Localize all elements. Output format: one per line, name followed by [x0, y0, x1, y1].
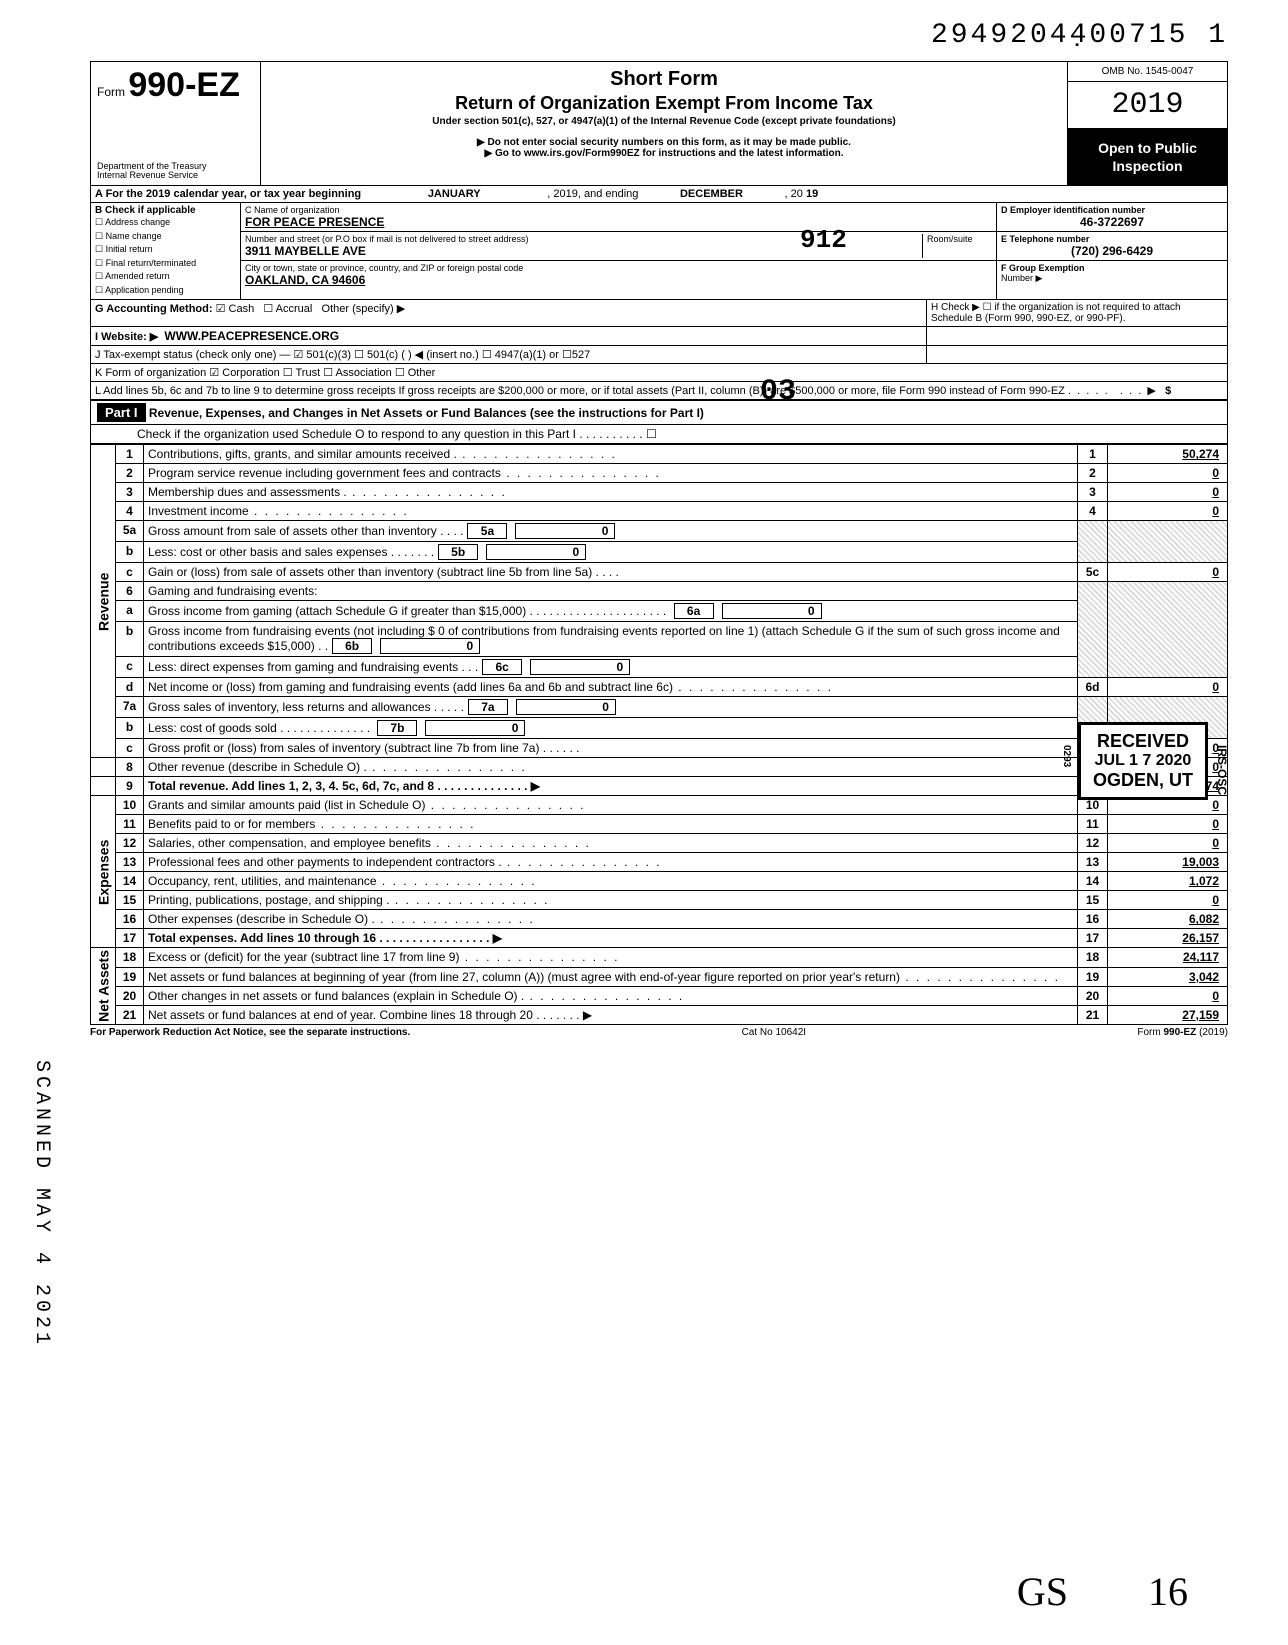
line-l: L Add lines 5b, 6c and 7b to line 9 to d… [90, 382, 1228, 400]
line-k: K Form of organization ☑ Corporation ☐ T… [90, 364, 1228, 382]
footer-mid: Cat No 10642I [742, 1027, 807, 1038]
stamped-912: 912 [800, 225, 847, 255]
room-label: Room/suite [927, 234, 992, 244]
org-city: OAKLAND, CA 94606 [245, 273, 992, 287]
phone: (720) 296-6429 [1001, 244, 1223, 258]
title-return: Return of Organization Exempt From Incom… [271, 93, 1057, 114]
financial-table: Revenue 1Contributions, gifts, grants, a… [90, 444, 1228, 1025]
form-number: Form 990-EZ [97, 66, 254, 105]
subtitle-ssn: ▶ Do not enter social security numbers o… [271, 137, 1057, 148]
scanned-stamp: SCANNED MAY 4 2021 [30, 1060, 53, 1348]
f-label2: Number ▶ [1001, 273, 1223, 284]
e-label: E Telephone number [1001, 234, 1223, 244]
d-label: D Employer identification number [1001, 205, 1223, 215]
form-header: Form 990-EZ Department of the Treasury I… [90, 61, 1228, 186]
handwritten-initials: GS [1017, 1568, 1068, 1615]
dept-treasury: Department of the Treasury Internal Reve… [97, 162, 254, 182]
block-bcdef: B Check if applicable Address change Nam… [90, 203, 1228, 300]
tax-year: 2019 [1068, 82, 1227, 129]
handwritten-number: 16 [1148, 1568, 1188, 1615]
b-checklist: Address change Name change Initial retur… [95, 216, 236, 297]
subtitle-goto: ▶ Go to www.irs.gov/Form990EZ for instru… [271, 148, 1057, 159]
c-city-label: City or town, state or province, country… [245, 263, 992, 273]
footer-left: For Paperwork Reduction Act Notice, see … [90, 1027, 410, 1038]
subtitle-section: Under section 501(c), 527, or 4947(a)(1)… [271, 116, 1057, 127]
side-expenses: Expenses [91, 796, 116, 948]
side-revenue: Revenue [91, 445, 116, 758]
stamped-03: 03 [760, 375, 796, 409]
c-name-label: C Name of organization [245, 205, 992, 215]
h-text: H Check ▶ ☐ if the organization is not r… [931, 302, 1181, 324]
ein: 46-3722697 [1001, 215, 1223, 229]
open-to-public: Open to Public Inspection [1068, 129, 1227, 185]
line-j: J Tax-exempt status (check only one) — ☑… [90, 346, 1228, 364]
line-gh: G Accounting Method: ☑ Cash ☐ Accrual Ot… [90, 300, 1228, 327]
footer: For Paperwork Reduction Act Notice, see … [90, 1027, 1228, 1038]
line-i: I Website: ▶ WWW.PEACEPRESENCE.ORG [90, 327, 1228, 346]
f-label: F Group Exemption [1001, 263, 1223, 273]
tracking-code: 29492044̣00715 1 [90, 20, 1228, 51]
omb-number: OMB No. 1545-0047 [1068, 62, 1227, 82]
title-short-form: Short Form [271, 68, 1057, 91]
part1-header: Part I Revenue, Expenses, and Changes in… [90, 400, 1228, 425]
side-netassets: Net Assets [91, 948, 116, 1025]
line-a: A For the 2019 calendar year, or tax yea… [90, 186, 1228, 203]
received-stamp: RECEIVED JUL 1 7 2020 OGDEN, UT IRS-OSC … [1078, 722, 1208, 800]
footer-right: Form 990-EZ (2019) [1137, 1027, 1228, 1038]
org-name: FOR PEACE PRESENCE [245, 215, 992, 229]
part1-check: Check if the organization used Schedule … [90, 425, 1228, 444]
b-header: B Check if applicable [95, 205, 236, 216]
